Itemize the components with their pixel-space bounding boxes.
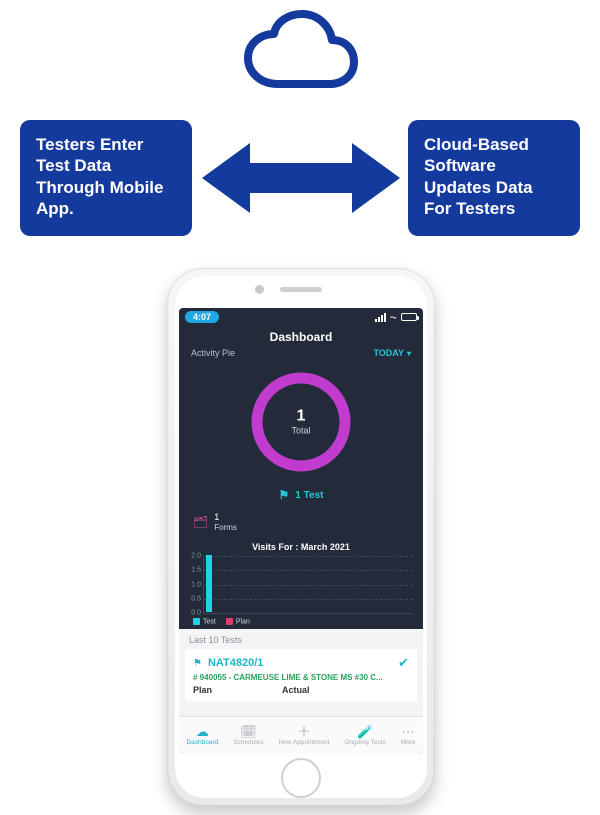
dashboard-icon: ☁ [196,725,209,738]
calendar-icon: 🗓 [240,725,257,738]
forms-count: 1 [214,512,219,522]
activity-donut: 1 Total [243,364,359,480]
home-button[interactable] [281,758,321,798]
actual-label: Actual [282,685,310,695]
forms-icon: 🗂 [193,515,208,529]
forms-label: Forms [214,523,237,532]
double-arrow-icon [202,135,400,221]
plus-icon: ＋ [297,725,310,738]
flag-icon: ⚑ [193,658,202,669]
phone-camera [255,285,264,294]
chart-bar-1 [206,555,212,612]
ytick-3: 0.5 [191,595,201,602]
phone-frame: 4:07 ⏦ Dashboard Activity Pie TODAY 1 To… [167,268,435,806]
nav-label: Dashboard [186,739,218,746]
ytick-2: 1.0 [191,581,201,588]
legend-test: Test [203,618,216,625]
last-tests-label: Last 10 Tests [179,629,423,649]
right-info-box: Cloud-Based Software Updates Data For Te… [408,120,580,236]
screen-title: Dashboard [179,330,423,344]
ytick-0: 2.0 [191,553,201,560]
donut-total-label: Total [291,426,310,436]
more-icon: ⋯ [402,725,415,738]
legend-plan: Plan [236,618,250,625]
flask-icon: 🧪 [357,725,373,738]
test-subtitle: # 940055 - CARMEUSE LIME & STONE MS #30 … [193,673,409,682]
nav-label: Schedules [233,739,263,746]
left-info-box: Testers Enter Test Data Through Mobile A… [20,120,192,236]
status-icons: ⏦ [375,312,417,323]
test-count-row[interactable]: ⚑ 1 Test [179,488,423,502]
check-icon: ✔ [398,655,409,671]
nav-label: New Appointment [278,739,329,746]
period-selector[interactable]: TODAY [373,348,411,358]
ytick-1: 1.5 [191,567,201,574]
test-card[interactable]: ⚑ NAT4820/1 ✔ # 940055 - CARMEUSE LIME &… [185,649,417,701]
flag-icon: ⚑ [279,488,290,502]
nav-more[interactable]: ⋯ More [401,725,416,746]
test-id: NAT4820/1 [208,657,263,669]
status-time: 4:07 [185,311,219,323]
donut-value: 1 [291,408,310,426]
plan-label: Plan [193,685,212,695]
bottom-section: Last 10 Tests ⚑ NAT4820/1 ✔ # 940055 - C… [179,629,423,745]
test-count-label: 1 Test [295,490,323,501]
visits-chart: 2.0 1.5 1.0 0.5 0.0 [203,556,413,614]
battery-icon [401,313,417,321]
chart-legend: Test Plan [179,616,423,629]
status-bar: 4:07 ⏦ [179,308,423,326]
cloud-icon [240,10,360,102]
visits-title: Visits For : March 2021 [179,542,423,552]
bottom-nav: ☁ Dashboard 🗓 Schedules ＋ New Appointmen… [179,716,423,754]
wifi-icon: ⏦ [390,312,397,323]
phone-speaker [280,287,322,292]
activity-pie-label: Activity Pie [191,348,235,358]
phone-screen: 4:07 ⏦ Dashboard Activity Pie TODAY 1 To… [179,308,423,754]
nav-label: More [401,739,416,746]
ytick-4: 0.0 [191,610,201,617]
nav-schedules[interactable]: 🗓 Schedules [233,725,263,746]
nav-dashboard[interactable]: ☁ Dashboard [186,725,218,746]
forms-row[interactable]: 🗂 1 Forms [179,502,423,536]
nav-label: Ongoing Tests [344,739,385,746]
nav-ongoing-tests[interactable]: 🧪 Ongoing Tests [344,725,385,746]
signal-icon [375,313,386,322]
nav-new-appointment[interactable]: ＋ New Appointment [278,725,329,746]
